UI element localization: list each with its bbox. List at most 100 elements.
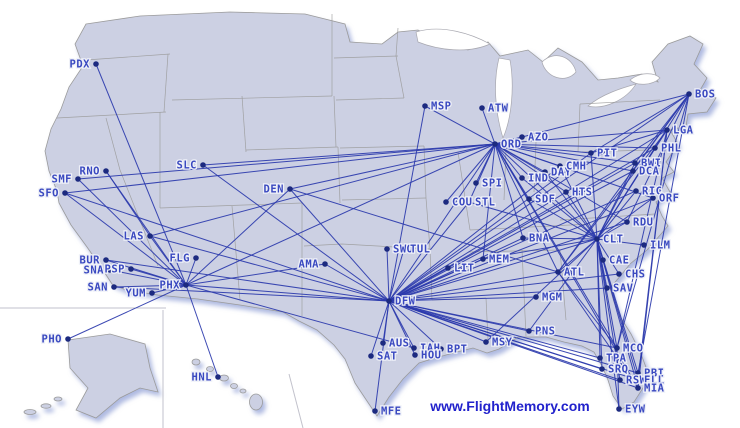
route-line-rno-las — [105, 170, 151, 237]
airport-dot-cmh[interactable] — [557, 163, 563, 169]
airport-label-hts: HTS — [572, 187, 592, 199]
airport-dot-eyw[interactable] — [616, 406, 622, 412]
airport-label-atw: ATW — [488, 103, 509, 115]
airport-dot-hou[interactable] — [412, 352, 418, 358]
route-line-ord-orf — [494, 143, 654, 199]
route-line-bos-atl — [557, 93, 690, 273]
airport-dot-pdx[interactable] — [93, 61, 99, 67]
airport-dot-sna[interactable] — [107, 267, 113, 273]
airport-label-lga: LGA — [673, 125, 694, 137]
airport-dot-rno[interactable] — [103, 168, 109, 174]
route-line-dfw-msy — [388, 300, 487, 343]
airport-dot-yum[interactable] — [149, 290, 155, 296]
airport-dot-ind[interactable] — [519, 175, 525, 181]
route-line-clt-bna — [522, 237, 598, 240]
airport-dot-srq[interactable] — [599, 366, 605, 372]
airport-label-mia: MIA — [644, 383, 665, 395]
airport-dot-dfw[interactable] — [386, 298, 392, 304]
airport-dot-bos[interactable] — [686, 91, 692, 97]
airport-label-mem: MEM — [489, 254, 509, 266]
airport-dot-aus[interactable] — [380, 340, 386, 346]
airport-dot-azo[interactable] — [519, 134, 525, 140]
airport-dot-pns[interactable] — [526, 328, 532, 334]
airport-dot-mco[interactable] — [614, 345, 620, 351]
airport-dot-pbi[interactable] — [635, 370, 641, 376]
airport-dot-mem[interactable] — [480, 256, 486, 262]
airport-dot-day[interactable] — [542, 169, 548, 175]
airport-dot-mia[interactable] — [635, 385, 641, 391]
route-line-phx-smf — [77, 178, 187, 286]
airport-dot-chs[interactable] — [616, 271, 622, 277]
airport-dot-sfo[interactable] — [62, 190, 68, 196]
airport-dot-bpt[interactable] — [438, 346, 444, 352]
airport-dot-bwi[interactable] — [632, 160, 638, 166]
airport-dot-cae[interactable] — [600, 257, 606, 263]
route-line-dfw-swo — [386, 248, 390, 302]
airport-dot-fll[interactable] — [635, 377, 641, 383]
airport-dot-hts[interactable] — [563, 189, 569, 195]
airport-dot-sat[interactable] — [368, 353, 374, 359]
continental-us-outline — [44, 11, 717, 417]
airport-dot-ord[interactable] — [492, 141, 498, 147]
airport-label-aus: AUS — [389, 338, 409, 350]
airport-dot-stl[interactable] — [466, 199, 472, 205]
airport-dot-rsw[interactable] — [617, 377, 623, 383]
airport-dot-bna[interactable] — [520, 235, 526, 241]
airport-dot-las[interactable] — [147, 233, 153, 239]
airport-dot-ama[interactable] — [322, 261, 328, 267]
airport-dot-smf[interactable] — [75, 176, 81, 182]
lake-michigan — [495, 57, 513, 139]
airport-dot-psp[interactable] — [128, 266, 134, 272]
airport-dot-spi[interactable] — [473, 180, 479, 186]
airport-dot-ilm[interactable] — [641, 242, 647, 248]
route-line-dfw-phx — [185, 284, 390, 302]
airport-dot-atl[interactable] — [555, 269, 561, 275]
lake-huron — [541, 55, 577, 79]
airport-dot-msy[interactable] — [483, 339, 489, 345]
airport-dot-sdf[interactable] — [526, 196, 532, 202]
airport-dot-dca[interactable] — [630, 168, 636, 174]
route-line-ord-cou — [445, 143, 496, 203]
route-line-dfw-bpt — [388, 300, 442, 350]
route-line-clt-chs — [596, 238, 620, 275]
route-line-phx-ama — [185, 263, 326, 286]
route-line-ord-ind — [494, 143, 523, 179]
route-line-ord-rdu — [494, 143, 628, 223]
airport-dot-phl[interactable] — [652, 145, 658, 151]
airport-dot-clt[interactable] — [594, 236, 600, 242]
airport-dot-tul[interactable] — [401, 246, 407, 252]
airport-dot-phx[interactable] — [183, 282, 189, 288]
airport-dot-sav[interactable] — [604, 285, 610, 291]
route-line-dfw-san — [113, 286, 390, 302]
airport-dot-pit[interactable] — [588, 150, 594, 156]
airport-dot-orf[interactable] — [650, 195, 656, 201]
airport-label-day: DAY — [551, 167, 572, 179]
website-link[interactable]: www.FlightMemory.com — [430, 398, 590, 414]
airport-label-orf: ORF — [659, 193, 679, 205]
airport-dot-mgm[interactable] — [533, 294, 539, 300]
airport-dot-hnl[interactable] — [215, 374, 221, 380]
airport-dot-bur[interactable] — [103, 257, 109, 263]
airport-dot-flg[interactable] — [193, 255, 199, 261]
hawaii-island — [219, 374, 229, 382]
airport-dot-rdu[interactable] — [624, 219, 630, 225]
route-line-ord-dca — [494, 143, 634, 172]
airport-dot-tpa[interactable] — [597, 355, 603, 361]
airport-dot-mfe[interactable] — [372, 408, 378, 414]
airport-dot-lga[interactable] — [664, 127, 670, 133]
airport-dot-pho[interactable] — [65, 336, 71, 342]
airport-dot-cou[interactable] — [443, 199, 449, 205]
airport-dot-iah[interactable] — [411, 345, 417, 351]
airport-dot-den[interactable] — [287, 186, 293, 192]
airport-dot-atw[interactable] — [479, 105, 485, 111]
airport-dot-msp[interactable] — [422, 103, 428, 109]
airport-dot-lit[interactable] — [445, 265, 451, 271]
airport-label-ilm: ILM — [650, 240, 670, 252]
great-lakes — [415, 28, 661, 139]
airport-dot-slc[interactable] — [200, 162, 206, 168]
airport-dot-swo[interactable] — [384, 246, 390, 252]
route-line-dfw-bna — [388, 237, 524, 302]
airport-dot-san[interactable] — [111, 284, 117, 290]
airport-dot-ric[interactable] — [633, 188, 639, 194]
